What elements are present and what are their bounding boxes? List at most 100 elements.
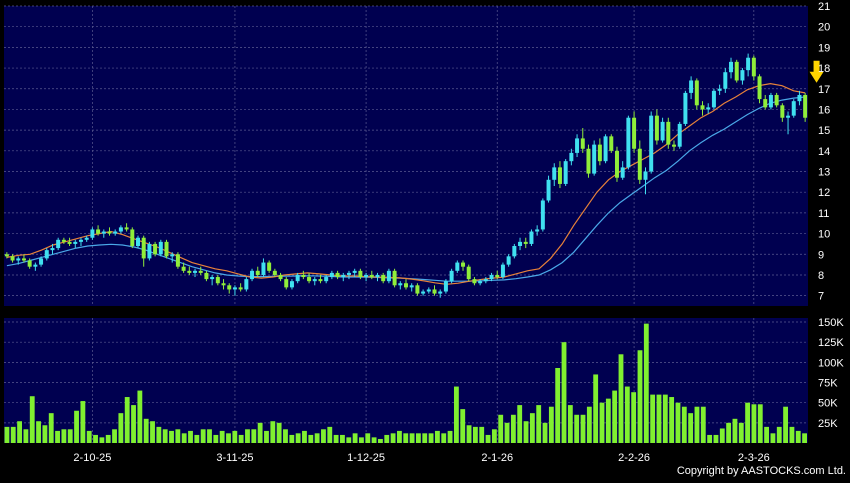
volume-bar [726, 422, 732, 443]
candle [375, 272, 380, 282]
candle-body [261, 262, 266, 275]
candle [472, 277, 477, 286]
candle [227, 283, 232, 294]
volume-bar [612, 390, 618, 443]
candle [312, 277, 317, 286]
candle [204, 270, 209, 282]
candle [694, 78, 699, 110]
volume-bar [548, 406, 554, 443]
date-tick-label: 2-2-26 [618, 452, 650, 464]
candle [244, 277, 249, 292]
candle-body [312, 279, 317, 282]
candle [21, 254, 26, 263]
candle-body [506, 256, 511, 265]
candle-body [632, 117, 637, 149]
candle [39, 256, 44, 267]
candle-body [694, 80, 699, 106]
candle [461, 260, 466, 271]
volume-tick-label: 100K [818, 357, 844, 369]
volume-bar [453, 386, 459, 443]
price-tick-label: 11 [818, 208, 829, 220]
candle [666, 117, 671, 149]
volume-bar [181, 433, 187, 443]
candle-body [118, 227, 123, 232]
volume-bar [55, 430, 60, 443]
date-tick-label: 1-12-25 [347, 452, 385, 464]
candle-body [90, 229, 95, 238]
candle [614, 146, 619, 182]
candle [700, 101, 705, 116]
candle-body [535, 229, 540, 232]
volume-bar [631, 392, 637, 443]
candle-body [706, 107, 711, 110]
candle [175, 252, 180, 269]
volume-bar [586, 406, 592, 443]
candle-body [786, 115, 791, 118]
candle-body [495, 274, 500, 278]
candle [238, 283, 243, 292]
candle [10, 254, 15, 263]
candle-body [461, 262, 466, 267]
candle [318, 274, 323, 284]
candle-body [449, 270, 454, 282]
candle-body [734, 61, 739, 81]
date-tick-label: 2-10-25 [73, 452, 111, 464]
candle [398, 281, 403, 290]
candle [364, 272, 369, 282]
volume-bar [795, 430, 801, 443]
volume-bar [112, 429, 117, 443]
candle-body [797, 94, 802, 102]
candle [84, 235, 89, 242]
candle [455, 260, 460, 273]
volume-bar [359, 437, 364, 443]
volume-bar [441, 433, 447, 443]
volume-bar [308, 434, 314, 443]
candle [386, 268, 391, 284]
volume-bar [764, 426, 770, 443]
volume-bar [10, 426, 16, 443]
volume-bar [36, 421, 41, 443]
volume-bar [732, 418, 738, 443]
candle-body [369, 274, 374, 278]
candle-body [700, 105, 705, 110]
candle [483, 277, 488, 284]
candle-body [27, 260, 32, 267]
candle [232, 285, 237, 296]
candle [301, 270, 306, 280]
candle [421, 289, 426, 296]
volume-bar [637, 350, 643, 443]
candle [107, 227, 112, 236]
volume-bar [656, 394, 662, 443]
candle [529, 229, 534, 246]
candle-body [381, 274, 386, 282]
volume-bar [207, 429, 212, 443]
candle [250, 268, 255, 282]
price-tick-label: 20 [818, 22, 830, 34]
candle-body [358, 270, 363, 278]
candle [672, 140, 676, 151]
volume-bar [365, 433, 371, 443]
candle [791, 99, 796, 118]
candle-body [603, 136, 608, 162]
candle-body [187, 270, 192, 273]
candle [569, 148, 574, 166]
candle-body [643, 171, 648, 180]
candle [193, 268, 198, 278]
candle [723, 68, 728, 93]
candle-body [415, 285, 420, 294]
candle [341, 272, 346, 282]
candle [746, 53, 751, 77]
volume-bar [491, 429, 497, 443]
candle [141, 235, 146, 267]
volume-bar [219, 430, 225, 443]
volume-bar [384, 434, 390, 443]
price-tick-label: 21 [818, 1, 830, 13]
candle-body [689, 80, 694, 93]
candle [660, 117, 665, 143]
volume-bar [194, 434, 200, 443]
candle [751, 55, 756, 81]
candle-body [147, 243, 152, 259]
candle [609, 134, 614, 153]
date-axis-ticks: 2-10-25 3-11-25 1-12-25 2-1-26 2-2-26 2-3-26 [73, 452, 769, 464]
volume-bar [574, 414, 580, 443]
